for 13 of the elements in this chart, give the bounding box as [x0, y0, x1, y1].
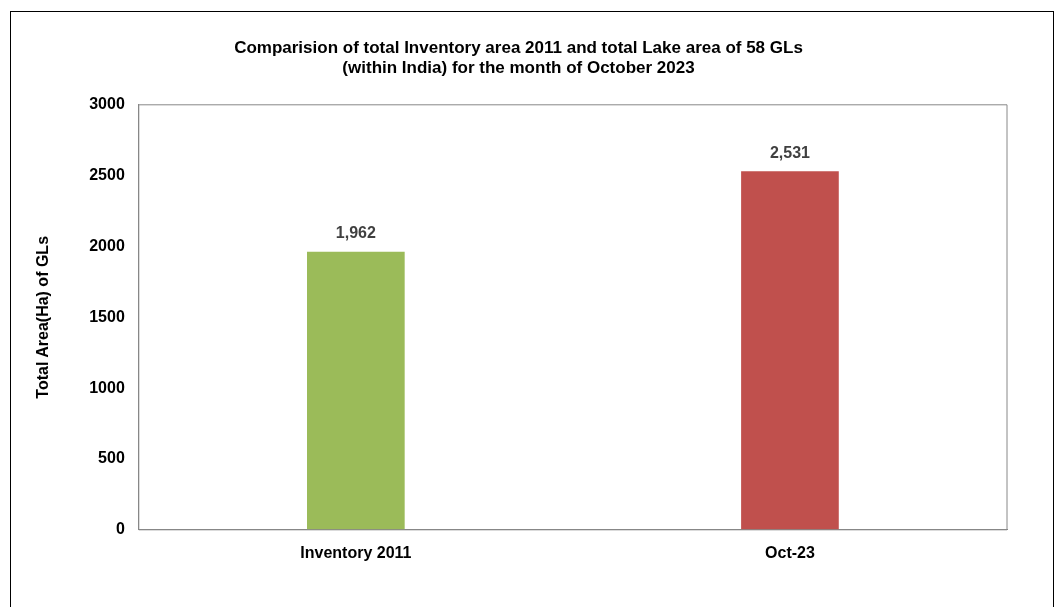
y-tick-label: 1000	[89, 378, 125, 396]
y-tick-label: 1500	[89, 307, 125, 325]
x-tick-label: Oct-23	[765, 543, 815, 561]
chart-title: Comparision of total Inventory area 2011 and total Lake area of 58 GLs (within India) for the month of October 2023	[234, 37, 803, 78]
x-tick-label: Inventory 2011	[300, 543, 412, 561]
y-axis-title: Total Area(Ha) of GLs	[34, 235, 52, 399]
y-tick-label: 2500	[89, 166, 125, 184]
y-tick-label: 500	[98, 449, 125, 467]
data-label: 2,531	[769, 143, 811, 161]
data-label: 1,962	[335, 224, 376, 242]
y-tick-label: 0	[115, 520, 125, 538]
y-tick-label: 3000	[89, 95, 125, 113]
y-tick-label: 2000	[89, 236, 125, 254]
